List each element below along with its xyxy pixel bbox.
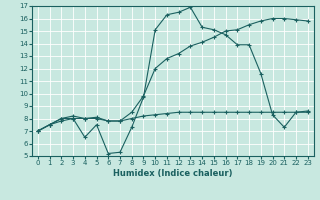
X-axis label: Humidex (Indice chaleur): Humidex (Indice chaleur) (113, 169, 233, 178)
